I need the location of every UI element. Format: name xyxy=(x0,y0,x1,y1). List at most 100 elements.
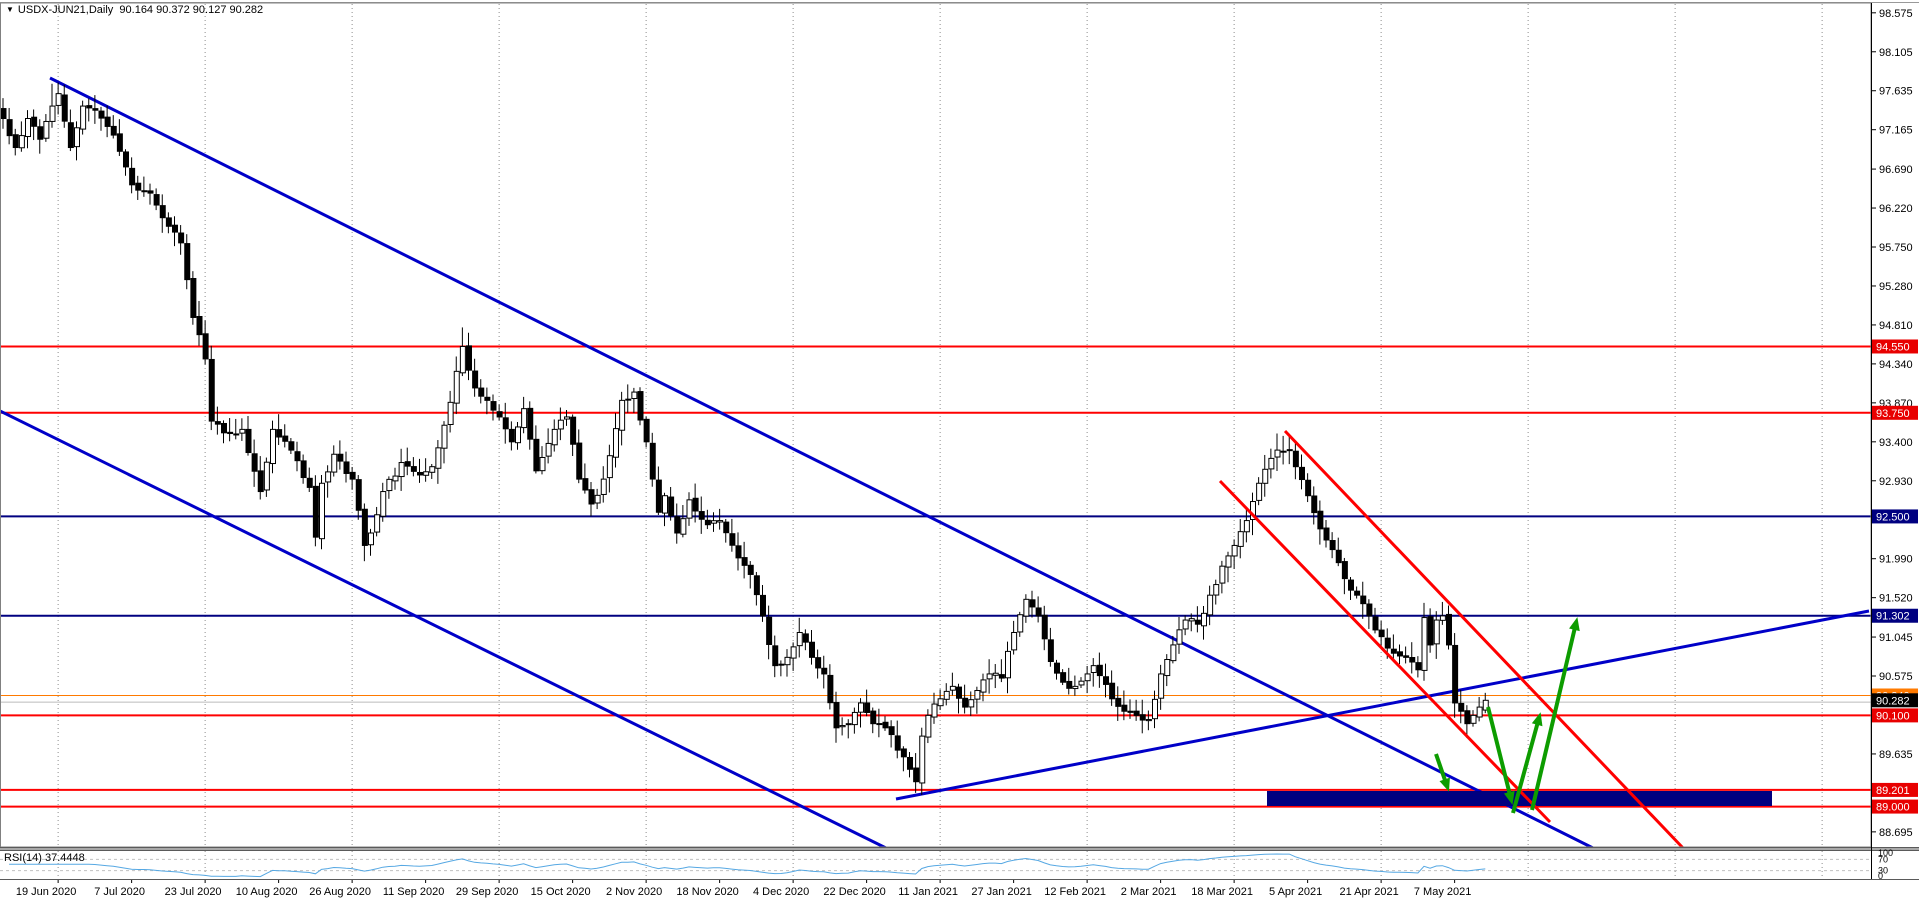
candle-bull xyxy=(74,127,80,148)
candle-bull xyxy=(845,723,852,726)
time-tick-label[interactable]: 23 Jul 2020 xyxy=(165,886,222,898)
candle-bear xyxy=(704,519,711,526)
chart-dropdown-icon[interactable]: ▼ xyxy=(6,5,14,14)
time-tick-label[interactable]: 18 Mar 2021 xyxy=(1191,886,1253,898)
candle-bull xyxy=(925,714,932,738)
candle-bear xyxy=(1452,644,1459,704)
candle-bull xyxy=(1243,520,1250,533)
time-tick-label[interactable]: 4 Dec 2020 xyxy=(753,886,809,898)
red-channel-left[interactable] xyxy=(1218,479,1552,824)
time-tick-label[interactable]: 11 Sep 2020 xyxy=(383,886,445,898)
rsi-line xyxy=(9,853,1486,878)
candle-bear xyxy=(802,633,809,643)
candle-bear xyxy=(116,133,123,152)
time-tick-label[interactable]: 18 Nov 2020 xyxy=(676,886,738,898)
candle-bear xyxy=(1299,466,1305,481)
time-tick-label[interactable]: 26 Aug 2020 xyxy=(309,886,371,898)
price-tick-label: 94.810 xyxy=(1879,320,1913,332)
time-tick-label[interactable]: 11 Jan 2021 xyxy=(898,886,958,898)
candle-bull xyxy=(1274,449,1281,458)
candle-bear xyxy=(349,471,356,480)
green-arrow-shaft-2[interactable] xyxy=(1511,717,1541,814)
candle-bear xyxy=(533,438,540,472)
time-tick-label[interactable]: 5 Apr 2021 xyxy=(1269,886,1322,898)
time-tick-label[interactable]: 10 Aug 2020 xyxy=(236,886,298,898)
candle-bull xyxy=(49,105,56,122)
candle-bull xyxy=(680,518,687,535)
candle-bull xyxy=(796,631,803,647)
green-arrow-head-up-2[interactable] xyxy=(1531,712,1543,727)
candle-bear xyxy=(827,674,834,704)
candle-bear xyxy=(178,232,185,244)
time-tick-label[interactable]: 2 Mar 2021 xyxy=(1121,886,1177,898)
time-tick-label[interactable]: 15 Oct 2020 xyxy=(531,886,591,898)
pane-separator-grip[interactable] xyxy=(0,848,1919,851)
price-tick-label: 92.930 xyxy=(1879,476,1913,488)
time-tick-label[interactable]: 22 Dec 2020 xyxy=(823,886,885,898)
time-tick-label[interactable]: 2 Nov 2020 xyxy=(606,886,662,898)
price-tick-label: 91.520 xyxy=(1879,593,1913,605)
descending-channel-upper[interactable] xyxy=(49,76,1594,850)
ascending-trendline[interactable] xyxy=(895,609,1870,801)
candle-bull xyxy=(1017,614,1024,633)
candle-bear xyxy=(643,418,650,443)
candle-bear xyxy=(1335,549,1342,564)
descending-channel-lower[interactable] xyxy=(0,409,887,850)
time-tick-label[interactable]: 27 Jan 2021 xyxy=(971,886,1032,898)
price-tick-label: 95.280 xyxy=(1879,281,1913,293)
time-tick-label[interactable]: 7 May 2021 xyxy=(1414,886,1471,898)
price-level-flag-label: 90.282 xyxy=(1876,695,1910,707)
green-arrow-head-down-0[interactable] xyxy=(1503,790,1515,805)
candle-bear xyxy=(833,702,840,729)
time-tick-label[interactable]: 21 Apr 2021 xyxy=(1339,886,1398,898)
candle-bear xyxy=(214,421,221,425)
candle-bear xyxy=(147,190,154,194)
candle-bull xyxy=(662,495,668,514)
candle-bear xyxy=(1286,449,1293,452)
green-arrow-head-down-1[interactable] xyxy=(1439,777,1450,792)
candle-bear xyxy=(753,575,760,596)
time-tick-label[interactable]: 29 Sep 2020 xyxy=(456,886,518,898)
red-channel-right[interactable] xyxy=(1283,429,1685,850)
candle-bear xyxy=(655,479,662,513)
candle-bull xyxy=(1219,565,1226,584)
candle-bear xyxy=(741,557,748,566)
price-tick-label: 96.690 xyxy=(1879,164,1913,176)
candle-bear xyxy=(913,767,920,783)
chart-ohlc-values: 90.164 90.372 90.127 90.282 xyxy=(119,4,264,16)
support-zone-rectangle[interactable] xyxy=(1267,791,1772,806)
candle-bear xyxy=(337,453,344,462)
candle-bull xyxy=(1482,699,1489,711)
candle-bull xyxy=(1023,598,1030,617)
candle-bull xyxy=(1005,650,1011,679)
candle-bull xyxy=(790,646,797,659)
green-arrow-shaft-3[interactable] xyxy=(1530,622,1578,811)
candle-bear xyxy=(496,411,503,418)
candle-bull xyxy=(1213,584,1220,596)
time-tick-label[interactable]: 19 Jun 2020 xyxy=(16,886,77,898)
green-arrow-head-up-3[interactable] xyxy=(1569,617,1580,632)
candle-bear xyxy=(735,545,742,559)
candle-bull xyxy=(1164,659,1171,677)
candle-bear xyxy=(123,151,129,168)
candle-bear xyxy=(355,479,362,511)
candle-bear xyxy=(815,657,822,669)
candle-bear xyxy=(527,407,534,440)
candle-bull xyxy=(631,391,638,400)
time-tick-label[interactable]: 7 Jul 2020 xyxy=(94,886,145,898)
candle-bull xyxy=(55,93,62,106)
candle-bull xyxy=(80,105,87,130)
candle-bull xyxy=(453,370,460,404)
time-tick-label[interactable]: 12 Feb 2021 xyxy=(1044,886,1106,898)
candle-bear xyxy=(86,105,93,109)
candle-bull xyxy=(1182,619,1189,630)
candle-bear xyxy=(760,594,766,617)
candle-bear xyxy=(294,451,301,462)
price-level-flag-94.550 xyxy=(1872,339,1918,354)
candle-bull xyxy=(778,663,785,666)
green-arrow-shaft-0[interactable] xyxy=(1486,706,1513,800)
candle-bear xyxy=(343,461,350,474)
candle-bull xyxy=(937,698,944,707)
